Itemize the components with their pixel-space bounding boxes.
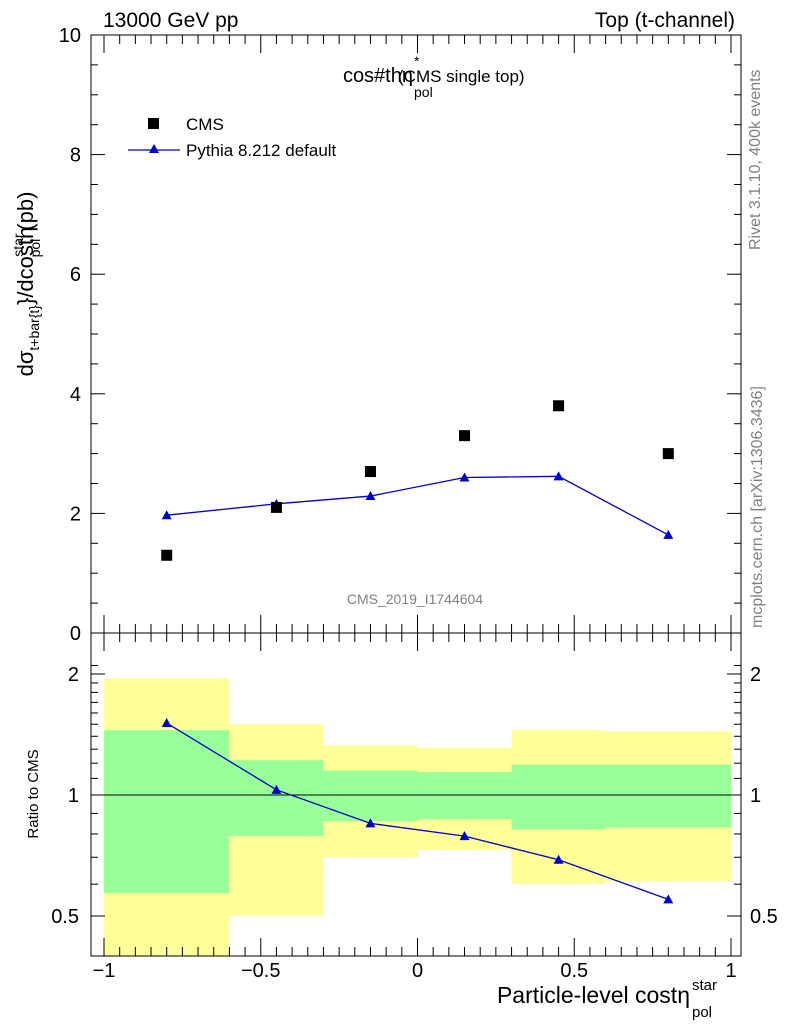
ratio-data bbox=[161, 718, 674, 904]
ratio-xtick-label: −1 bbox=[93, 960, 116, 982]
main-ylabel-c: (pb) bbox=[13, 192, 38, 231]
main-mc-line bbox=[166, 475, 669, 536]
ratio-band-inner bbox=[323, 770, 418, 822]
plot-title-sub: pol bbox=[414, 84, 433, 100]
svg-text:Rivet 3.1.10, 400k events: Rivet 3.1.10, 400k events bbox=[747, 69, 764, 250]
legend: CMS Pythia 8.212 default bbox=[128, 115, 337, 160]
main-cms-point bbox=[553, 400, 565, 412]
legend-cms-marker bbox=[148, 118, 159, 129]
watermark: CMS_2019_I1744604 bbox=[347, 591, 483, 607]
main-ytick-label: 6 bbox=[70, 264, 81, 286]
main-mc-point bbox=[459, 472, 470, 482]
svg-text:mcplots.cern.ch [arXiv:1306.34: mcplots.cern.ch [arXiv:1306.3436] bbox=[749, 386, 766, 628]
plot-title-suffix: (CMS single top) bbox=[398, 67, 525, 86]
ratio-mc-point bbox=[459, 831, 470, 841]
ratio-band-inner bbox=[104, 730, 230, 894]
ratio-ytick-label-right: 0.5 bbox=[750, 906, 778, 928]
ratio-xlabel-sup: star bbox=[692, 977, 717, 994]
ratio-ytick-label: 0.5 bbox=[51, 906, 79, 928]
main-ylabel-b-sub: pol bbox=[27, 239, 43, 258]
ratio-xlabel-a: Particle-level costη bbox=[497, 982, 690, 1008]
main-cms-point bbox=[161, 549, 173, 561]
main-ylabel-a-sub: t+bar{t} bbox=[26, 305, 42, 351]
svg-text:Ratio to CMS: Ratio to CMS bbox=[25, 749, 42, 838]
ratio-xtick-label: 0.5 bbox=[560, 960, 588, 982]
main-ytick-label: 4 bbox=[70, 384, 81, 406]
ratio-ylabel: Ratio to CMS bbox=[25, 749, 42, 838]
ratio-mc-point bbox=[161, 718, 172, 728]
ratio-band-inner bbox=[511, 764, 606, 830]
main-cms-point bbox=[459, 430, 471, 442]
ratio-mc-point bbox=[553, 854, 564, 864]
main-mc-point bbox=[553, 471, 564, 481]
ratio-xlabel: Particle-level costη bbox=[497, 982, 690, 1008]
ratio-mc-point bbox=[663, 894, 674, 904]
main-cms-point bbox=[270, 501, 282, 513]
main-cms-point bbox=[364, 466, 376, 478]
ratio-band-inner bbox=[417, 772, 512, 820]
main-ytick-label: 2 bbox=[70, 503, 81, 525]
main-ytick-label: 8 bbox=[70, 145, 81, 167]
main-cms-point bbox=[662, 448, 674, 460]
legend-cms-label: CMS bbox=[186, 115, 224, 134]
ratio-panel: 0.5 0.5 1 1 2 2 −1 −0.5 0 0.5 1 bbox=[51, 632, 778, 982]
rivet-label: Rivet 3.1.10, 400k events bbox=[747, 69, 764, 250]
ratio-xtick-label: 1 bbox=[725, 960, 736, 982]
main-mc-point bbox=[161, 510, 172, 520]
plot-title: cos#thη bbox=[343, 65, 413, 87]
main-ytick-label: 0 bbox=[70, 623, 81, 645]
header-left: 13000 GeV pp bbox=[103, 9, 238, 32]
main-ylabel-b: }/dcostη bbox=[13, 227, 38, 305]
main-ylabel-b-sup: star bbox=[10, 233, 26, 257]
ratio-ticks: 0.5 0.5 1 1 2 2 −1 −0.5 0 0.5 1 bbox=[51, 633, 778, 982]
ratio-bands bbox=[91, 678, 741, 956]
ratio-ytick-label-right: 2 bbox=[750, 664, 761, 686]
header-right: Top (t-channel) bbox=[595, 9, 735, 32]
main-mc-point bbox=[663, 529, 674, 539]
mcplots-label: mcplots.cern.ch [arXiv:1306.3436] bbox=[749, 386, 766, 628]
ratio-mc-point bbox=[271, 784, 282, 794]
ratio-mc-point bbox=[365, 818, 376, 828]
ratio-band-inner bbox=[605, 764, 731, 828]
ratio-xtick-label: −0.5 bbox=[241, 960, 280, 982]
ratio-xlabel-sub: pol bbox=[692, 1004, 712, 1021]
legend-mc-label: Pythia 8.212 default bbox=[186, 141, 337, 160]
ratio-ytick-label: 2 bbox=[68, 664, 79, 686]
main-panel: 0 2 4 6 8 10 cos#thη * pol (CMS single top) C… bbox=[59, 25, 742, 645]
ratio-ytick-label-right: 1 bbox=[750, 785, 761, 807]
main-ytick-label: 10 bbox=[59, 25, 81, 47]
ratio-mc-line bbox=[166, 722, 669, 900]
legend-mc-marker bbox=[149, 144, 159, 153]
main-data bbox=[161, 400, 674, 561]
ratio-ytick-label: 1 bbox=[68, 785, 79, 807]
svg-text:dσt+bar{t}}/dcostηstarpol(pb): dσt+bar{t}}/dcostηstarpol (pb) bbox=[10, 192, 43, 377]
ratio-xtick-label: 0 bbox=[412, 960, 423, 982]
plot-title-main: cos#thη bbox=[343, 65, 413, 87]
main-ylabel-a: dσ bbox=[13, 350, 38, 376]
main-ylabel: dσt+bar{t}}/dcostηstarpol (pb) bbox=[10, 192, 43, 377]
plot-title-sup: * bbox=[414, 53, 420, 69]
ratio-band-inner bbox=[229, 760, 324, 837]
main-ticks: 0 2 4 6 8 10 bbox=[59, 25, 741, 645]
main-mc-point bbox=[365, 491, 376, 501]
